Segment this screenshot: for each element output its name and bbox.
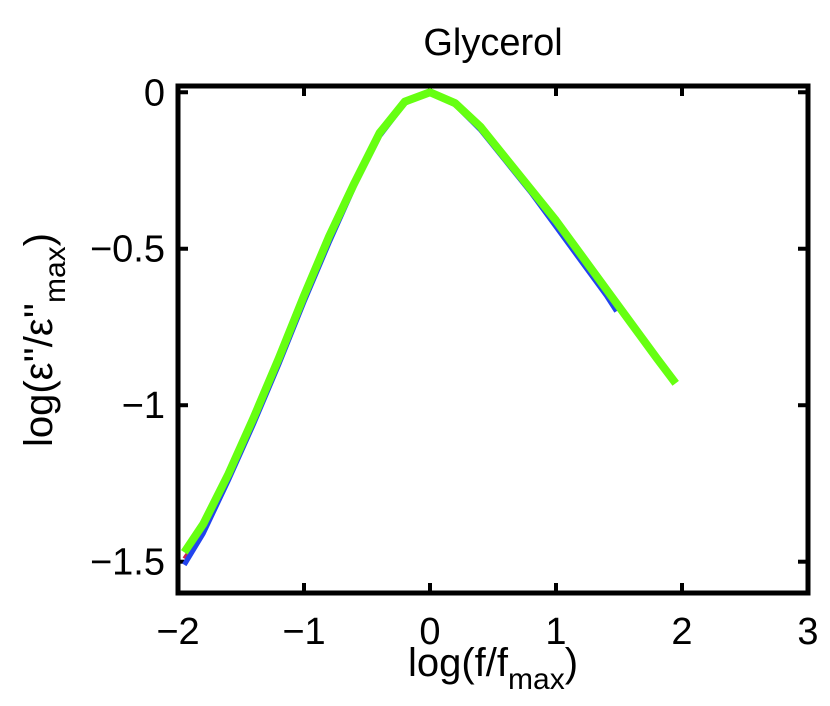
y-tick-labels: 0 −0.5 −1 −1.5 bbox=[90, 72, 165, 583]
y-axis-label: log(ε''/ε''max) bbox=[17, 233, 72, 447]
x-tick-label: 1 bbox=[545, 611, 566, 653]
y-tick-label: −1 bbox=[122, 385, 165, 427]
x-tick-label: 0 bbox=[419, 611, 440, 653]
y-axis-label-base: log(ε''/ε'' bbox=[17, 303, 61, 447]
y-tick-label: −0.5 bbox=[90, 229, 165, 271]
x-axis-label-tail: ) bbox=[565, 641, 578, 685]
x-tick-label: 3 bbox=[797, 611, 818, 653]
y-tick-label: 0 bbox=[144, 72, 165, 114]
x-axis-label: log(f/fmax) bbox=[408, 641, 578, 696]
y-tick-label: −1.5 bbox=[90, 542, 165, 584]
x-tick-label: −2 bbox=[156, 611, 199, 653]
x-axis-label-subscript: max bbox=[508, 663, 565, 696]
x-tick-labels: −2 −1 0 1 2 3 bbox=[156, 611, 818, 653]
series-lines bbox=[180, 88, 679, 567]
series-line bbox=[182, 89, 619, 567]
axis-ticks bbox=[176, 86, 810, 593]
x-tick-label: −1 bbox=[282, 611, 325, 653]
y-axis-label-tail: ) bbox=[17, 233, 61, 246]
chart-title: Glycerol bbox=[423, 22, 562, 64]
plot-frame bbox=[175, 83, 811, 596]
y-axis-label-subscript: max bbox=[39, 246, 72, 303]
series-line bbox=[180, 88, 679, 555]
x-axis-label-base: log(f/f bbox=[408, 641, 509, 685]
x-tick-label: 2 bbox=[671, 611, 692, 653]
